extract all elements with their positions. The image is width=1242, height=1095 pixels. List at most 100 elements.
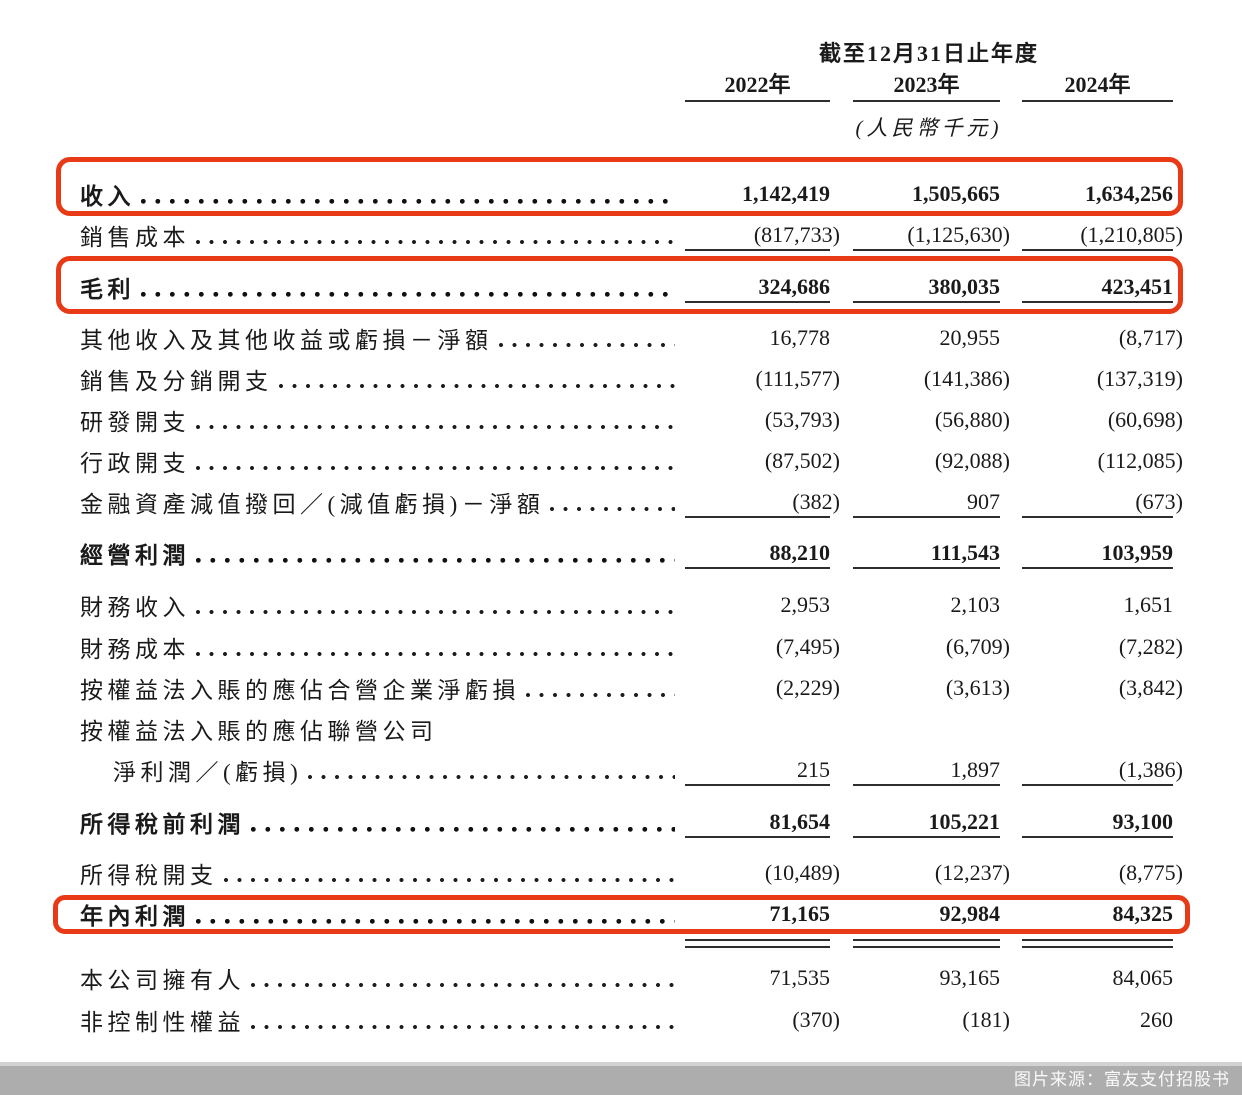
dot-leader — [196, 893, 675, 934]
value-2022: 71,165 — [769, 900, 831, 926]
value-2023: 92,984 — [939, 900, 1001, 926]
dot-leader — [196, 584, 675, 625]
row-impairment-net: 金融資產減值撥回／(減值虧損)－淨額 (382) 907 (673) — [57, 481, 1183, 522]
dot-leader — [141, 266, 675, 307]
value-2024: (1,386) — [1118, 756, 1183, 782]
row-rd-expenses: 研發開支 (53,793) (56,880) (60,698) — [57, 399, 1183, 440]
year-header-2022: 2022年 — [685, 72, 830, 102]
value-2024: (60,698) — [1107, 406, 1183, 432]
value-2023: 105,221 — [928, 808, 1001, 834]
value-2024: 84,065 — [1112, 964, 1174, 990]
row-label: 財務成本 — [80, 636, 190, 662]
value-2022: (53,793) — [764, 406, 840, 432]
value-2022: (87,502) — [764, 447, 840, 473]
value-2022: (817,733) — [753, 221, 840, 247]
value-2024: 1,651 — [1123, 591, 1174, 617]
dot-leader — [196, 399, 675, 440]
value-2024: 84,325 — [1112, 900, 1174, 926]
value-2022: (111,577) — [755, 365, 840, 391]
row-owners-of-company: 本公司擁有人 71,535 93,165 84,065 — [57, 957, 1182, 998]
dot-leader — [196, 214, 675, 255]
year-header-2024: 2024年 — [1022, 72, 1173, 102]
value-2022: (7,495) — [775, 633, 840, 659]
row-jv-net-loss: 按權益法入賬的應佔合營企業淨虧損 (2,229) (3,613) (3,842) — [57, 667, 1183, 708]
row-operating-profit: 經營利潤 88,210 111,543 103,959 — [57, 532, 1182, 573]
row-other-income: 其他收入及其他收益或虧損－淨額 16,778 20,955 (8,717) — [57, 317, 1183, 358]
row-label: 收入 — [80, 183, 135, 209]
row-label: 所得稅前利潤 — [80, 811, 245, 837]
unit-note: (人民幣千元) — [855, 116, 1003, 140]
row-label: 按權益法入賬的應佔合營企業淨虧損 — [80, 677, 520, 703]
row-associates-net-profit-loss: 淨利潤／(虧損) 215 1,897 (1,386) — [57, 749, 1183, 790]
value-2022: 324,686 — [758, 273, 831, 299]
dot-leader — [308, 749, 675, 790]
value-2023: (3,613) — [945, 674, 1010, 700]
value-2023: 93,165 — [939, 964, 1001, 990]
value-2023: (92,088) — [934, 447, 1010, 473]
dot-leader — [141, 173, 675, 214]
row-label: 銷售成本 — [80, 224, 190, 250]
year-header-row: 2022年 2023年 2024年 — [685, 72, 1173, 102]
value-2023: (12,237) — [934, 859, 1010, 885]
dot-leader — [251, 801, 675, 842]
row-finance-costs: 財務成本 (7,495) (6,709) (7,282) — [57, 626, 1183, 667]
value-2022: 81,654 — [769, 808, 831, 834]
value-2022: (2,229) — [775, 674, 840, 700]
row-gross-profit: 毛利 324,686 380,035 423,451 — [56, 256, 1183, 314]
row-label: 按權益法入賬的應佔聯營公司 — [80, 718, 438, 744]
value-2024: (7,282) — [1118, 633, 1183, 659]
value-2023: 2,103 — [950, 591, 1001, 617]
dot-leader — [251, 957, 675, 998]
row-label: 研發開支 — [80, 409, 190, 435]
value-2022: (370) — [792, 1006, 840, 1032]
row-admin-expenses: 行政開支 (87,502) (92,088) (112,085) — [57, 440, 1183, 481]
value-2022: 88,210 — [769, 539, 831, 565]
value-2023: (56,880) — [934, 406, 1010, 432]
value-2023: 1,505,665 — [912, 180, 1000, 206]
value-2024: 103,959 — [1101, 539, 1174, 565]
row-revenue: 收入 1,142,419 1,505,665 1,634,256 — [56, 157, 1183, 216]
income-statement-table: 收入 1,142,419 1,505,665 1,634,256 銷售成本 (8… — [53, 157, 1190, 1040]
row-label: 行政開支 — [80, 450, 190, 476]
dot-leader — [498, 317, 675, 358]
row-label: 淨利潤／(虧損) — [113, 759, 303, 785]
value-2023: 380,035 — [928, 273, 1001, 299]
value-2023: (1,125,630) — [907, 221, 1010, 247]
row-label: 財務收入 — [80, 594, 190, 620]
value-2024: (8,717) — [1118, 324, 1183, 350]
dot-leader — [251, 999, 675, 1040]
value-2024: (673) — [1135, 488, 1183, 514]
value-2024: (137,319) — [1096, 365, 1183, 391]
row-label: 金融資產減值撥回／(減值虧損)－淨額 — [80, 491, 545, 517]
dot-leader — [196, 626, 675, 667]
value-2022: 71,535 — [769, 964, 831, 990]
image-source-badge: 图片来源：富友支付招股书 — [0, 1062, 1242, 1095]
value-2022: 215 — [797, 756, 830, 782]
row-non-controlling-interests: 非控制性權益 (370) (181) 260 — [57, 999, 1182, 1040]
row-cost-of-sales: 銷售成本 (817,733) (1,125,630) (1,210,805) — [57, 214, 1183, 255]
value-2023: (181) — [962, 1006, 1010, 1032]
value-2023: 111,543 — [930, 539, 1000, 565]
dot-leader — [526, 667, 675, 708]
dot-leader — [196, 532, 675, 573]
value-2024: 423,451 — [1101, 273, 1174, 299]
value-2022: (382) — [792, 488, 840, 514]
value-2023: (141,386) — [923, 365, 1010, 391]
row-finance-income: 財務收入 2,953 2,103 1,651 — [57, 584, 1182, 625]
row-label: 毛利 — [80, 276, 135, 302]
row-profit-before-tax: 所得稅前利潤 81,654 105,221 93,100 — [57, 801, 1182, 842]
value-2024: 93,100 — [1112, 808, 1174, 834]
row-label: 銷售及分銷開支 — [80, 368, 273, 394]
row-label: 年內利潤 — [80, 903, 190, 929]
row-label: 其他收入及其他收益或虧損－淨額 — [80, 327, 493, 353]
row-label: 所得稅開支 — [80, 862, 218, 888]
value-2023: 20,955 — [939, 324, 1001, 350]
value-2023: 1,897 — [950, 756, 1001, 782]
value-2022: 16,778 — [769, 324, 831, 350]
value-2022: 1,142,419 — [742, 180, 830, 206]
period-title: 截至12月31日止年度 — [818, 41, 1039, 66]
value-2024: (8,775) — [1118, 859, 1183, 885]
dot-leader — [223, 852, 675, 893]
row-selling-expenses: 銷售及分銷開支 (111,577) (141,386) (137,319) — [57, 358, 1183, 399]
